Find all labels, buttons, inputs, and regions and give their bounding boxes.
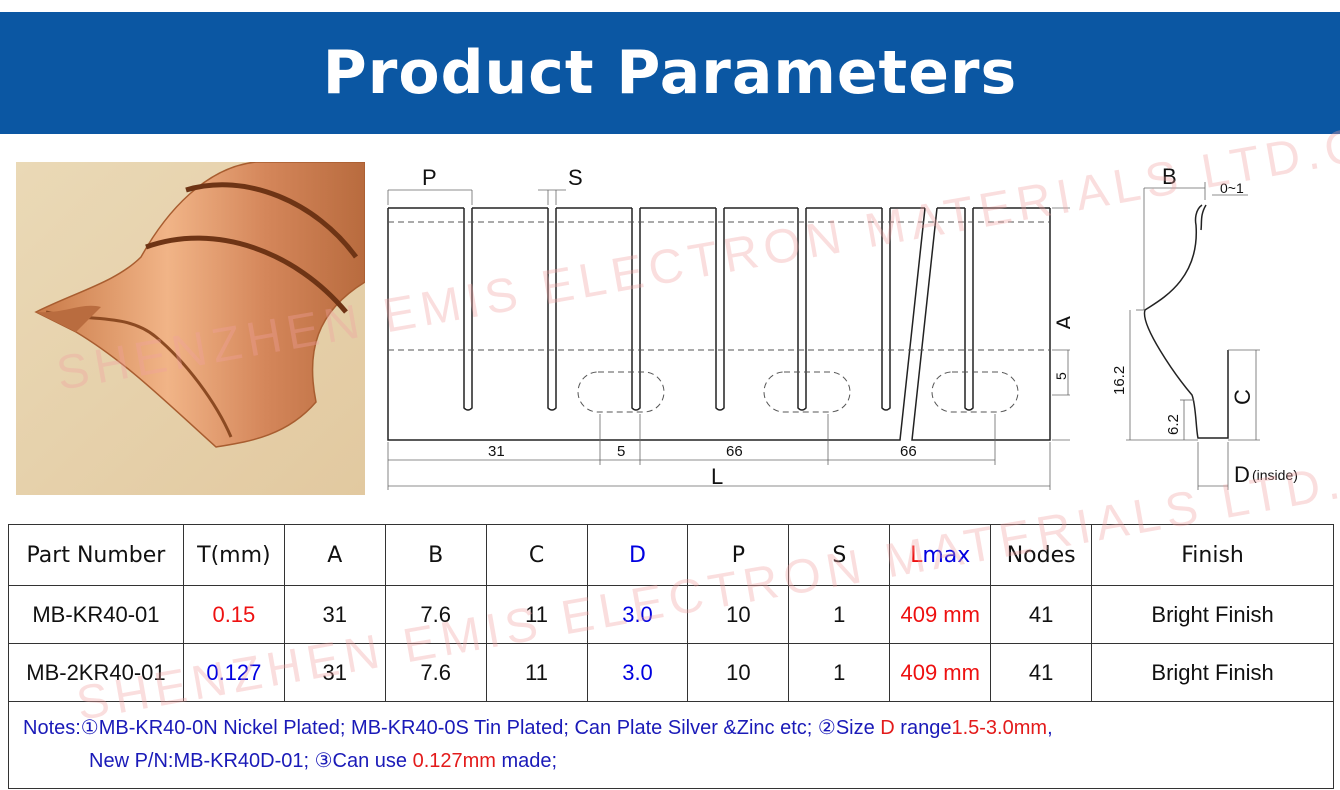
label-6-2: 6.2 xyxy=(1165,414,1182,435)
table-header-row: Part Number T(mm) A B C D P S Lmax Nodes… xyxy=(8,524,1334,586)
notes-text: Notes:①MB-KR40-0N Nickel Plated; MB-KR40… xyxy=(23,717,881,739)
label-D: D xyxy=(1234,462,1250,487)
table-cell: MB-2KR40-01 xyxy=(8,643,184,702)
header-cell: Nodes xyxy=(990,524,1093,586)
header-lmax-max: max xyxy=(922,542,971,568)
header-cell: B xyxy=(384,524,487,586)
table-cell: 41 xyxy=(990,643,1093,702)
table-cell: 41 xyxy=(990,585,1093,644)
header-cell: T(mm) xyxy=(182,524,285,586)
product-photo xyxy=(16,162,365,495)
label-L: L xyxy=(711,464,723,489)
table-cell: 31 xyxy=(283,643,386,702)
label-31: 31 xyxy=(488,443,505,460)
header-cell: Part Number xyxy=(8,524,184,586)
table-cell: 0.15 xyxy=(182,585,285,644)
notes-thickness: 0.127mm xyxy=(412,750,496,772)
table-cell: Bright Finish xyxy=(1091,643,1334,702)
table-cell: 0.127 xyxy=(182,643,285,702)
table-cell: 7.6 xyxy=(384,643,487,702)
header-cell: S xyxy=(788,524,891,586)
table-cell: 409 mm xyxy=(889,585,992,644)
notes-size-d: D xyxy=(880,717,895,739)
label-66b: 66 xyxy=(900,443,917,460)
label-5: 5 xyxy=(617,443,625,460)
table-cell: 1 xyxy=(788,643,891,702)
notes-text: range xyxy=(894,717,952,739)
table-cell: 1 xyxy=(788,585,891,644)
title-banner: Product Parameters xyxy=(0,12,1340,134)
table-cell: 7.6 xyxy=(384,585,487,644)
finger-strip-drawing: P S A 5 31 5 66 66 L xyxy=(387,165,1070,490)
table-cell: 409 mm xyxy=(889,643,992,702)
header-cell: D xyxy=(586,524,689,586)
table-cell: 3.0 xyxy=(586,585,689,644)
label-C: C xyxy=(1230,389,1255,405)
label-P: P xyxy=(422,165,437,190)
label-gap: 0~1 xyxy=(1220,180,1244,196)
page-title: Product Parameters xyxy=(322,38,1018,108)
header-cell: Finish xyxy=(1091,524,1334,586)
table-cell: 10 xyxy=(687,585,790,644)
table-cell: 11 xyxy=(485,585,588,644)
notes-text: made; xyxy=(495,750,558,772)
table-cell: 11 xyxy=(485,643,588,702)
table-cell: 10 xyxy=(687,643,790,702)
cross-section-profile: B 0~1 16.2 6.2 C D (inside) xyxy=(1111,164,1298,490)
notes-line-2: New P/N:MB-KR40D-01; ③Can use 0.127mm ma… xyxy=(23,745,1319,778)
header-cell: A xyxy=(283,524,386,586)
label-5-side: 5 xyxy=(1053,372,1069,380)
table-cell: MB-KR40-01 xyxy=(8,585,184,644)
notes-line-1: Notes:①MB-KR40-0N Nickel Plated; MB-KR40… xyxy=(23,712,1319,745)
notes-row: Notes:①MB-KR40-0N Nickel Plated; MB-KR40… xyxy=(8,701,1334,789)
notes-text: , xyxy=(1047,717,1053,739)
table-row: MB-KR40-01 0.15 31 7.6 11 3.0 10 1 409 m… xyxy=(8,585,1334,644)
label-66a: 66 xyxy=(726,443,743,460)
header-lmax-L: L xyxy=(910,542,923,568)
label-S: S xyxy=(568,165,583,190)
label-B: B xyxy=(1162,164,1177,189)
notes: Notes:①MB-KR40-0N Nickel Plated; MB-KR40… xyxy=(8,701,1334,789)
table-row: MB-2KR40-01 0.127 31 7.6 11 3.0 10 1 409… xyxy=(8,643,1334,702)
label-16-2: 16.2 xyxy=(1111,366,1128,395)
header-cell: P xyxy=(687,524,790,586)
label-A: A xyxy=(1052,315,1070,330)
parameters-table: Part Number T(mm) A B C D P S Lmax Nodes… xyxy=(8,524,1334,789)
notes-range: 1.5-3.0mm xyxy=(951,717,1048,739)
table-cell: Bright Finish xyxy=(1091,585,1334,644)
header-cell-lmax: Lmax xyxy=(889,524,992,586)
label-D-note: (inside) xyxy=(1252,467,1298,483)
table-cell: 3.0 xyxy=(586,643,689,702)
notes-text: New P/N:MB-KR40D-01; ③Can use xyxy=(89,750,413,772)
table-cell: 31 xyxy=(283,585,386,644)
header-cell: C xyxy=(485,524,588,586)
